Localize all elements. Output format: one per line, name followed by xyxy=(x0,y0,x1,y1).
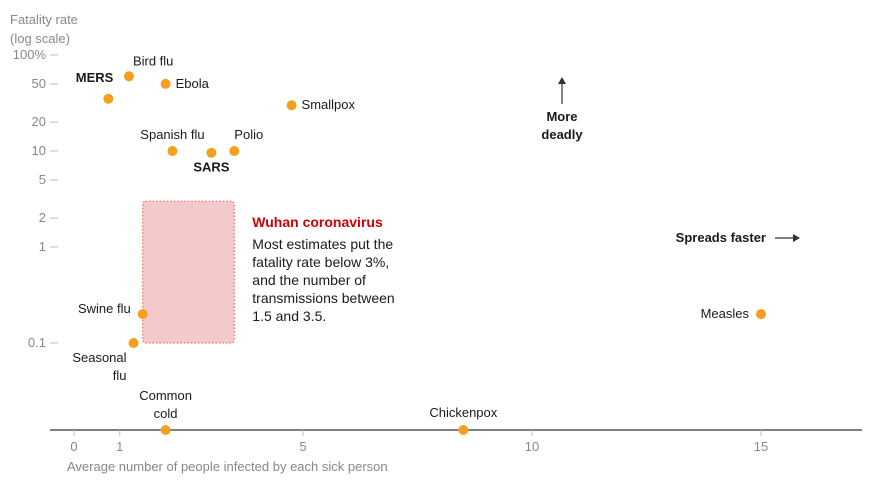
data-point xyxy=(137,309,148,320)
wuhan-coronavirus-region xyxy=(142,200,235,344)
data-point xyxy=(128,338,139,348)
data-point xyxy=(229,146,240,156)
data-point-group: Smallpox xyxy=(286,97,356,112)
y-axis-title-line: (log scale) xyxy=(10,31,70,46)
data-point-group: Ebola xyxy=(160,76,210,91)
data-point xyxy=(458,425,469,435)
data-point xyxy=(160,425,171,435)
y-tick-label: 50 xyxy=(32,76,46,91)
x-axis-title: Average number of people infected by eac… xyxy=(67,459,388,474)
wuhan-annotation-body-line: 1.5 and 3.5. xyxy=(252,308,326,324)
x-tick-label: 10 xyxy=(525,439,539,454)
data-point-label: Measles xyxy=(701,306,750,321)
wuhan-annotation-body-line: transmissions between xyxy=(252,290,394,306)
y-tick-label: 5 xyxy=(39,172,46,187)
data-point-label: flu xyxy=(113,368,127,383)
wuhan-annotation-body-line: Most estimates put the xyxy=(252,236,393,252)
data-point-label: Bird flu xyxy=(133,53,173,68)
data-point-label: Swine flu xyxy=(78,301,131,316)
data-point-label: Smallpox xyxy=(302,97,356,112)
up-arrow-icon xyxy=(558,77,566,84)
data-point-group: Seasonal flu xyxy=(72,338,139,383)
data-point xyxy=(286,100,297,111)
data-point xyxy=(103,93,114,104)
wuhan-annotation-title: Wuhan coronavirus xyxy=(252,214,383,230)
x-tick-label: 15 xyxy=(754,439,768,454)
y-tick-label: 20 xyxy=(32,114,46,129)
y-tick-label: 100% xyxy=(13,47,47,62)
data-point-label: Chickenpox xyxy=(429,405,497,420)
data-point xyxy=(123,71,134,82)
data-point xyxy=(206,147,217,158)
data-point-group: Measles xyxy=(701,306,766,321)
wuhan-annotation-body-line: fatality rate below 3%, xyxy=(252,254,389,270)
data-point-group: Common cold xyxy=(139,388,192,435)
data-point-label: cold xyxy=(154,406,178,421)
right-arrow-icon xyxy=(793,234,800,242)
data-point xyxy=(756,309,766,320)
data-point-group: Polio xyxy=(229,127,263,156)
data-point-group: Bird flu xyxy=(123,53,173,82)
y-tick-label: 0.1 xyxy=(28,335,46,350)
data-point-group: Chickenpox xyxy=(429,405,498,435)
data-point-label: Polio xyxy=(234,127,263,142)
data-point-label: MERS xyxy=(76,70,114,85)
x-tick-label: 1 xyxy=(116,439,123,454)
more-deadly-label: More xyxy=(546,109,577,124)
data-point-group: Swine flu xyxy=(78,301,148,320)
data-point-label: Seasonal xyxy=(72,350,126,365)
data-point-label: Common xyxy=(139,388,192,403)
y-axis-title-line: Fatality rate xyxy=(10,12,78,27)
y-tick-label: 2 xyxy=(39,210,46,225)
spreads-faster-label: Spreads faster xyxy=(676,230,766,245)
data-point-label: Ebola xyxy=(176,76,210,91)
x-tick-label: 0 xyxy=(70,439,77,454)
data-point-label: Spanish flu xyxy=(140,127,204,142)
data-point-group: SARS xyxy=(193,147,230,175)
more-deadly-label: deadly xyxy=(541,127,583,142)
data-point xyxy=(167,146,178,156)
y-tick-label: 10 xyxy=(32,143,46,158)
wuhan-annotation-body-line: and the number of xyxy=(252,272,366,288)
data-point-group: Spanish flu xyxy=(140,127,205,156)
data-point xyxy=(160,78,171,89)
data-point-label: SARS xyxy=(193,160,229,175)
x-tick-label: 5 xyxy=(299,439,306,454)
data-point-group: MERS xyxy=(76,70,114,104)
y-tick-label: 1 xyxy=(39,239,46,254)
